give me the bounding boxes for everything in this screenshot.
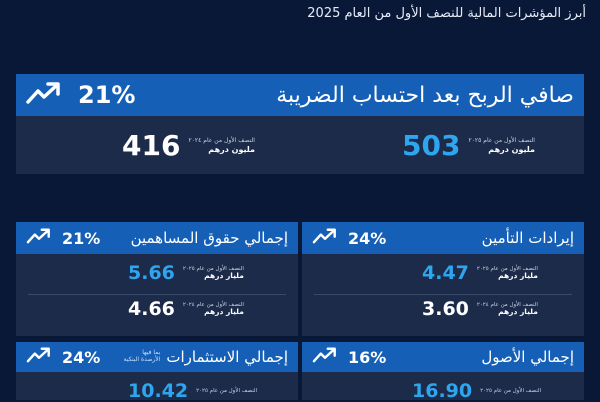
net-profit-current-unit: مليون درهم (488, 144, 535, 154)
equity-previous-value: 4.66 (128, 298, 175, 320)
assets-change: 16% (348, 347, 387, 367)
equity-change: 21% (62, 228, 101, 248)
net-profit-current-meta: النصف الأول من عام ٢٠٢٥ مليون درهم (468, 136, 535, 154)
insurance-revenue-current-period: النصف الأول من عام ٢٠٢٥ (476, 266, 538, 273)
insurance-revenue-card: 24% إيرادات التأمين 4.47 النصف الأول من … (302, 222, 584, 336)
trend-up-arrow-icon (26, 346, 52, 368)
insurance-revenue-trend: 24% (312, 227, 386, 249)
equity-previous-meta: النصف الأول من عام ٢٠٢٤ مليار درهم (183, 302, 244, 317)
net-profit-current-value: 503 (402, 129, 461, 162)
insurance-revenue-previous-value: 3.60 (422, 298, 469, 320)
equity-current-value: 5.66 (128, 262, 175, 284)
assets-current-meta: النصف الأول من عام ٢٠٢٥ (480, 388, 541, 394)
net-profit-current-period: النصف الأول من عام ٢٠٢٥ (468, 136, 535, 144)
equity-current-period: النصف الأول من عام ٢٠٢٥ (182, 266, 244, 273)
assets-title: إجمالي الأصول (481, 348, 574, 366)
insurance-revenue-change: 24% (348, 228, 387, 248)
investments-trend: 24% (26, 346, 100, 368)
insurance-revenue-current-meta: النصف الأول من عام ٢٠٢٥ مليار درهم (477, 266, 538, 281)
trend-up-arrow-icon (26, 227, 52, 249)
equity-card: 21% إجمالي حقوق المساهمين 5.66 النصف الأ… (16, 222, 298, 336)
equity-current: 5.66 النصف الأول من عام ٢٠٢٥ مليار درهم (128, 264, 244, 283)
investments-title: إجمالي الاستثمارات (166, 348, 288, 366)
equity-current-meta: النصف الأول من عام ٢٠٢٥ مليار درهم (183, 266, 244, 281)
insurance-revenue-current-unit: مليار درهم (498, 271, 538, 281)
investments-note-line1: بما فيها (142, 349, 161, 357)
insurance-revenue-previous: 3.60 النصف الأول من عام ٢٠٢٤ مليار درهم (422, 300, 538, 319)
net-profit-trend: 21% (26, 80, 135, 110)
investments-note: بما فيها الأرصدة البنكية (124, 350, 161, 363)
net-profit-title: صافي الربح بعد احتساب الضريبة (276, 82, 574, 108)
net-profit-previous-period: النصف الأول من عام ٢٠٢٤ (188, 136, 255, 144)
net-profit-current: 503 النصف الأول من عام ٢٠٢٥ مليون درهم (402, 132, 535, 160)
investments-current-value: 10.42 (128, 380, 189, 402)
investments-header: 24% بما فيها الأرصدة البنكية إجمالي الاس… (16, 342, 298, 372)
net-profit-previous-meta: النصف الأول من عام ٢٠٢٤ مليون درهم (188, 136, 255, 154)
investments-current: 10.42 النصف الأول من عام ٢٠٢٥ (128, 382, 257, 401)
insurance-revenue-divider (314, 294, 572, 295)
insurance-revenue-previous-unit: مليار درهم (498, 307, 538, 317)
assets-header: 16% إجمالي الأصول (302, 342, 584, 372)
net-profit-previous-value: 416 (122, 129, 181, 162)
equity-title: إجمالي حقوق المساهمين (130, 229, 288, 247)
insurance-revenue-current-value: 4.47 (422, 262, 469, 284)
equity-previous: 4.66 النصف الأول من عام ٢٠٢٤ مليار درهم (128, 300, 244, 319)
insurance-revenue-previous-meta: النصف الأول من عام ٢٠٢٤ مليار درهم (477, 302, 538, 317)
investments-current-meta: النصف الأول من عام ٢٠٢٥ (196, 388, 257, 394)
equity-divider (28, 294, 286, 295)
assets-current-value: 16.90 (412, 380, 473, 402)
net-profit-change: 21% (78, 81, 136, 109)
equity-trend: 21% (26, 227, 100, 249)
insurance-revenue-previous-period: النصف الأول من عام ٢٠٢٤ (476, 302, 538, 309)
net-profit-previous-unit: مليون درهم (208, 144, 255, 154)
trend-up-arrow-icon (312, 227, 338, 249)
investments-change: 24% (62, 347, 101, 367)
equity-current-unit: مليار درهم (204, 271, 244, 281)
investments-card: 24% بما فيها الأرصدة البنكية إجمالي الاس… (16, 342, 298, 401)
equity-previous-period: النصف الأول من عام ٢٠٢٤ (182, 302, 244, 309)
insurance-revenue-header: 24% إيرادات التأمين (302, 222, 584, 254)
equity-previous-unit: مليار درهم (204, 307, 244, 317)
assets-trend: 16% (312, 346, 386, 368)
equity-header: 21% إجمالي حقوق المساهمين (16, 222, 298, 254)
net-profit-previous: 416 النصف الأول من عام ٢٠٢٤ مليون درهم (122, 132, 255, 160)
assets-current: 16.90 النصف الأول من عام ٢٠٢٥ (412, 382, 541, 401)
insurance-revenue-title: إيرادات التأمين (481, 229, 574, 247)
investments-current-period: النصف الأول من عام ٢٠٢٥ (196, 388, 258, 395)
net-profit-card: 21% صافي الربح بعد احتساب الضريبة 503 ال… (16, 74, 584, 174)
trend-up-arrow-icon (312, 346, 338, 368)
insurance-revenue-current: 4.47 النصف الأول من عام ٢٠٢٥ مليار درهم (422, 264, 538, 283)
investments-title-group: بما فيها الأرصدة البنكية إجمالي الاستثما… (124, 348, 288, 366)
investments-note-line2: الأرصدة البنكية (123, 356, 161, 363)
trend-up-arrow-icon (26, 80, 62, 110)
assets-current-period: النصف الأول من عام ٢٠٢٥ (480, 388, 542, 395)
page-title: أبرز المؤشرات المالية للنصف الأول من الع… (307, 6, 586, 21)
assets-card: 16% إجمالي الأصول 16.90 النصف الأول من ع… (302, 342, 584, 401)
net-profit-header: 21% صافي الربح بعد احتساب الضريبة (16, 74, 584, 116)
